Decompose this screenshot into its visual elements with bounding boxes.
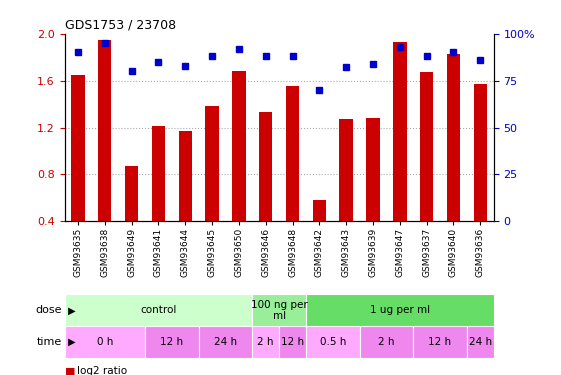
Bar — [473, 84, 487, 221]
Bar — [252, 326, 279, 358]
Text: 12 h: 12 h — [429, 337, 452, 347]
Bar — [339, 119, 353, 221]
Text: 24 h: 24 h — [468, 337, 492, 347]
Bar — [199, 326, 252, 358]
Bar — [98, 40, 112, 221]
Bar — [393, 42, 407, 221]
Text: control: control — [140, 305, 177, 315]
Text: ■: ■ — [65, 366, 79, 375]
Text: 24 h: 24 h — [214, 337, 237, 347]
Text: 0.5 h: 0.5 h — [320, 337, 346, 347]
Bar — [279, 326, 306, 358]
Bar — [413, 326, 467, 358]
Bar — [306, 294, 494, 326]
Bar — [306, 326, 360, 358]
Text: 100 ng per
ml: 100 ng per ml — [251, 300, 307, 321]
Bar — [312, 200, 326, 221]
Bar — [467, 326, 494, 358]
Text: time: time — [36, 337, 62, 347]
Text: 1 ug per ml: 1 ug per ml — [370, 305, 430, 315]
Bar — [259, 112, 273, 221]
Bar — [366, 118, 380, 221]
Text: ▶: ▶ — [65, 305, 75, 315]
Bar — [65, 294, 252, 326]
Bar — [125, 166, 138, 221]
Text: 2 h: 2 h — [257, 337, 274, 347]
Text: 12 h: 12 h — [281, 337, 304, 347]
Text: 2 h: 2 h — [378, 337, 394, 347]
Bar — [232, 71, 246, 221]
Bar — [71, 75, 85, 221]
Bar — [65, 326, 145, 358]
Bar — [178, 131, 192, 221]
Text: log2 ratio: log2 ratio — [77, 366, 127, 375]
Bar — [151, 126, 165, 221]
Bar — [286, 87, 299, 221]
Text: GDS1753 / 23708: GDS1753 / 23708 — [65, 18, 176, 31]
Bar — [252, 294, 306, 326]
Text: 0 h: 0 h — [96, 337, 113, 347]
Bar — [360, 326, 413, 358]
Bar — [205, 106, 219, 221]
Bar — [420, 72, 433, 221]
Bar — [447, 54, 460, 221]
Text: 12 h: 12 h — [160, 337, 183, 347]
Text: ▶: ▶ — [65, 337, 75, 347]
Bar — [145, 326, 199, 358]
Text: dose: dose — [35, 305, 62, 315]
